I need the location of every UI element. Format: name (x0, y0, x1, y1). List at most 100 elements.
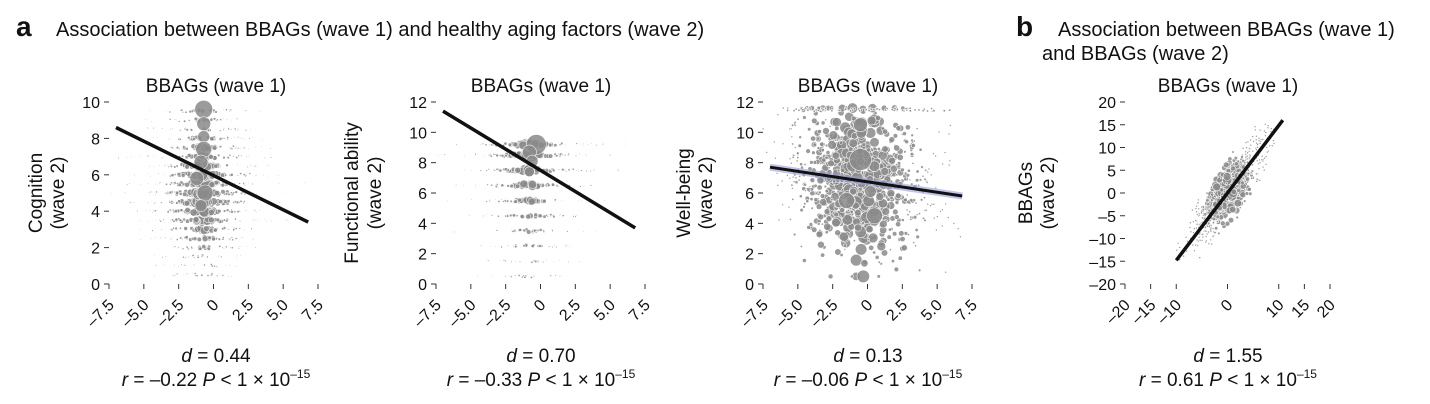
data-point (1197, 212, 1201, 216)
data-point (1198, 238, 1202, 242)
data-point (131, 201, 134, 204)
data-point (173, 209, 178, 214)
data-point (546, 183, 551, 188)
data-point (802, 205, 806, 209)
data-point (237, 136, 240, 139)
data-point (1252, 140, 1255, 143)
data-point (241, 137, 244, 140)
data-point (234, 227, 238, 230)
data-point (494, 245, 497, 248)
data-point (254, 146, 257, 148)
data-point (146, 172, 149, 175)
data-point (1246, 171, 1251, 176)
data-point (849, 148, 872, 171)
data-point (1225, 197, 1230, 202)
data-point (165, 255, 168, 258)
data-point (876, 241, 887, 252)
stat-d-value: = 0.70 (517, 346, 576, 367)
data-point (1254, 138, 1258, 142)
data-point (894, 163, 898, 167)
data-point (500, 245, 503, 249)
data-point (251, 182, 254, 186)
data-point (222, 109, 225, 111)
data-point (587, 143, 589, 146)
data-point (168, 110, 172, 114)
data-point (263, 157, 266, 160)
chart-cognition: BBAGs (wave 1) Cognition (wave 2) 0 2 4 6 8 1… (26, 76, 327, 391)
data-point (217, 208, 222, 214)
data-point (146, 126, 149, 130)
data-point (235, 256, 238, 259)
panel-a-heading: Association between BBAGs (wave 1) and h… (56, 19, 704, 41)
data-point (934, 154, 937, 158)
data-point (585, 154, 588, 157)
data-point (1233, 199, 1242, 208)
data-point (193, 116, 198, 121)
data-point (900, 167, 905, 173)
data-point (1234, 161, 1239, 167)
data-point (1217, 231, 1221, 235)
data-point (1258, 128, 1262, 132)
y-tick-label: 8 (91, 131, 100, 148)
data-point (229, 128, 232, 131)
regression-line (1174, 119, 1285, 262)
data-point (180, 108, 184, 112)
data-point (488, 143, 491, 146)
data-point (239, 254, 242, 257)
x-tick-label: –15 (1129, 297, 1160, 328)
data-point (245, 209, 248, 212)
data-point (208, 154, 214, 160)
data-point (189, 128, 194, 132)
data-point (525, 213, 531, 220)
data-point (482, 214, 485, 217)
data-point (227, 127, 230, 131)
data-point (172, 226, 175, 230)
data-point (226, 118, 229, 121)
data-point (158, 181, 162, 184)
data-point (235, 265, 238, 268)
data-point (250, 227, 253, 231)
data-point (503, 199, 508, 203)
stat-p-symbol: P (203, 370, 216, 391)
data-point (1196, 223, 1200, 226)
data-point (892, 133, 899, 139)
stat-r-symbol: r (1139, 370, 1146, 391)
data-point (791, 187, 794, 190)
regression-line (442, 109, 637, 230)
data-point (811, 117, 818, 125)
data-point (177, 199, 182, 204)
stat-r-symbol: r (122, 370, 129, 391)
data-point (1249, 154, 1252, 158)
data-point (1227, 217, 1235, 224)
data-point (891, 231, 898, 237)
data-point (506, 244, 509, 247)
data-point (793, 122, 797, 126)
y-tick-label: 10 (736, 125, 754, 142)
y-tick-label: 2 (418, 247, 427, 264)
data-point (245, 155, 248, 158)
data-point (155, 183, 157, 185)
data-point (532, 275, 536, 278)
data-point (222, 155, 226, 160)
data-point (791, 142, 795, 146)
stat-d-value: = 0.44 (192, 346, 251, 367)
data-point (895, 192, 902, 199)
data-point (814, 108, 818, 112)
data-point (183, 264, 187, 267)
data-point (922, 196, 926, 200)
data-point (567, 154, 570, 157)
data-point (1191, 243, 1195, 247)
data-point (810, 206, 814, 210)
data-point (583, 184, 585, 186)
data-point (169, 128, 172, 131)
data-point (243, 229, 246, 232)
data-point (247, 182, 250, 184)
data-point (803, 202, 807, 206)
x-tick-label: –7.5 (738, 297, 772, 331)
data-point (239, 172, 243, 176)
data-point (860, 108, 864, 112)
data-cloud (761, 102, 962, 284)
data-point (799, 245, 803, 249)
data-point (1209, 238, 1212, 242)
data-point (518, 227, 523, 232)
